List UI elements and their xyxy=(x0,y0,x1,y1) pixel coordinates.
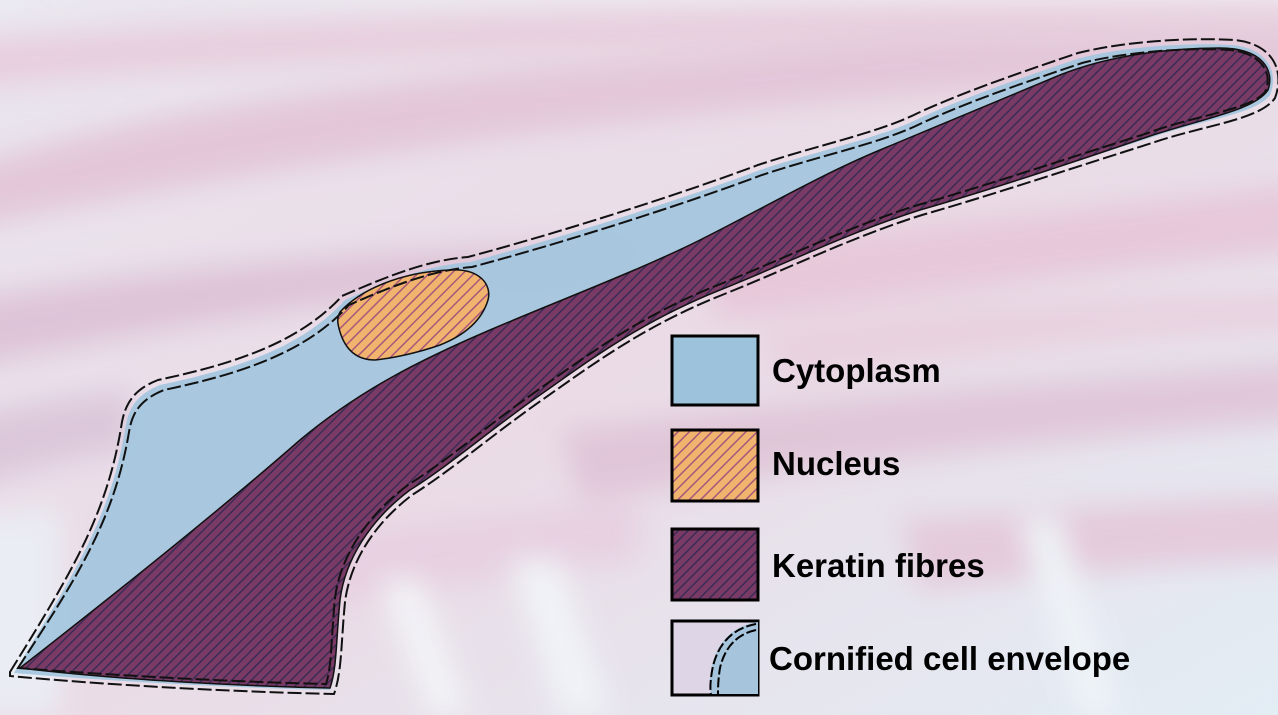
legend-label-keratin: Keratin fibres xyxy=(772,547,985,584)
legend xyxy=(670,334,760,697)
legend-swatch-nucleus xyxy=(670,428,760,503)
legend-swatch-envelope xyxy=(670,619,760,697)
legend-label-cytoplasm: Cytoplasm xyxy=(772,352,941,389)
legend-label-nucleus: Nucleus xyxy=(772,445,901,482)
legend-swatch-keratin xyxy=(670,527,760,602)
nucleus-region xyxy=(337,269,490,361)
legend-swatch-cytoplasm xyxy=(670,334,760,407)
cell-envelope-outline xyxy=(9,38,1278,696)
keratin-region xyxy=(18,47,1271,689)
legend-label-envelope: Cornified cell envelope xyxy=(769,640,1131,677)
